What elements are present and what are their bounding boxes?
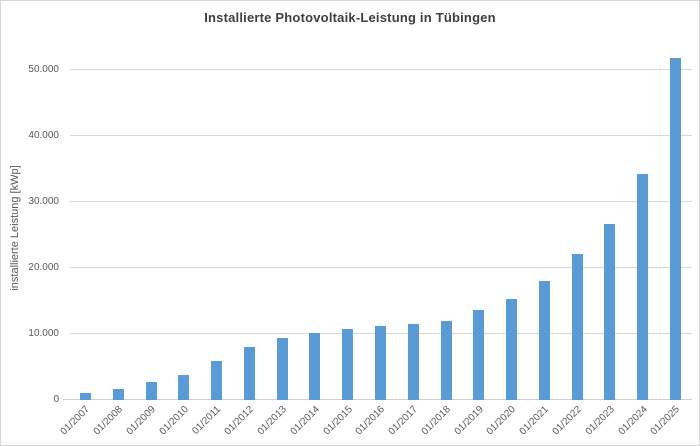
x-axis-label: 01/2019 bbox=[452, 404, 486, 438]
y-tick-label: 40.000 bbox=[28, 130, 59, 142]
x-axis-label: 01/2012 bbox=[222, 404, 257, 438]
bar-01/2011 bbox=[211, 361, 223, 400]
bar-01/2010 bbox=[178, 375, 190, 400]
bar-01/2020 bbox=[506, 299, 518, 400]
x-axis-label: 01/2015 bbox=[321, 404, 355, 438]
x-axis-label: 01/2010 bbox=[157, 404, 191, 438]
bar-01/2021 bbox=[538, 281, 550, 400]
x-axis-label: 01/2021 bbox=[517, 404, 552, 438]
bar-01/2018 bbox=[440, 321, 452, 400]
x-axis-label: 01/2022 bbox=[550, 404, 584, 438]
gridline bbox=[70, 135, 692, 137]
x-axis-label: 01/2013 bbox=[255, 404, 289, 438]
bar-01/2017 bbox=[407, 324, 419, 400]
y-tick-label: 30.000 bbox=[28, 195, 59, 207]
gridline bbox=[70, 200, 692, 202]
y-tick-label: 20.000 bbox=[28, 261, 59, 273]
bar-01/2012 bbox=[243, 346, 255, 400]
x-axis-label: 01/2024 bbox=[616, 404, 650, 438]
bar-01/2016 bbox=[375, 326, 387, 400]
x-axis-label: 01/2017 bbox=[386, 404, 421, 438]
bar-01/2008 bbox=[112, 389, 124, 400]
bar-01/2022 bbox=[571, 254, 583, 400]
gridline bbox=[70, 69, 692, 71]
bar-01/2025 bbox=[670, 57, 682, 400]
x-axis-label: 01/2011 bbox=[190, 404, 224, 437]
y-tick-label: 50.000 bbox=[28, 64, 59, 76]
y-tick-label: 0 bbox=[53, 393, 59, 405]
x-axis-label: 01/2014 bbox=[288, 404, 322, 438]
y-tick-label: 10.000 bbox=[28, 327, 59, 339]
bar-01/2009 bbox=[145, 381, 157, 400]
bar-01/2023 bbox=[604, 224, 616, 400]
bar-01/2007 bbox=[80, 392, 91, 400]
x-axis-label: 01/2025 bbox=[648, 404, 683, 438]
x-axis-label: 01/2018 bbox=[419, 404, 453, 438]
x-axis-label: 01/2023 bbox=[583, 404, 617, 438]
plot-area bbox=[63, 56, 692, 400]
bar-01/2013 bbox=[276, 337, 288, 400]
bar-01/2019 bbox=[473, 310, 485, 400]
bar-01/2015 bbox=[342, 329, 354, 400]
bar-01/2024 bbox=[637, 174, 649, 400]
x-axis-label: 01/2020 bbox=[485, 404, 519, 438]
chart-title: Installierte Photovoltaik-Leistung in Tü… bbox=[204, 10, 496, 25]
x-axis-label: 01/2009 bbox=[124, 404, 158, 438]
gridline bbox=[70, 266, 692, 268]
x-axis-label: 01/2016 bbox=[353, 404, 388, 438]
x-axis-label: 01/2008 bbox=[91, 404, 126, 438]
bar-01/2014 bbox=[309, 332, 321, 400]
x-axis-label: 01/2007 bbox=[58, 404, 93, 438]
